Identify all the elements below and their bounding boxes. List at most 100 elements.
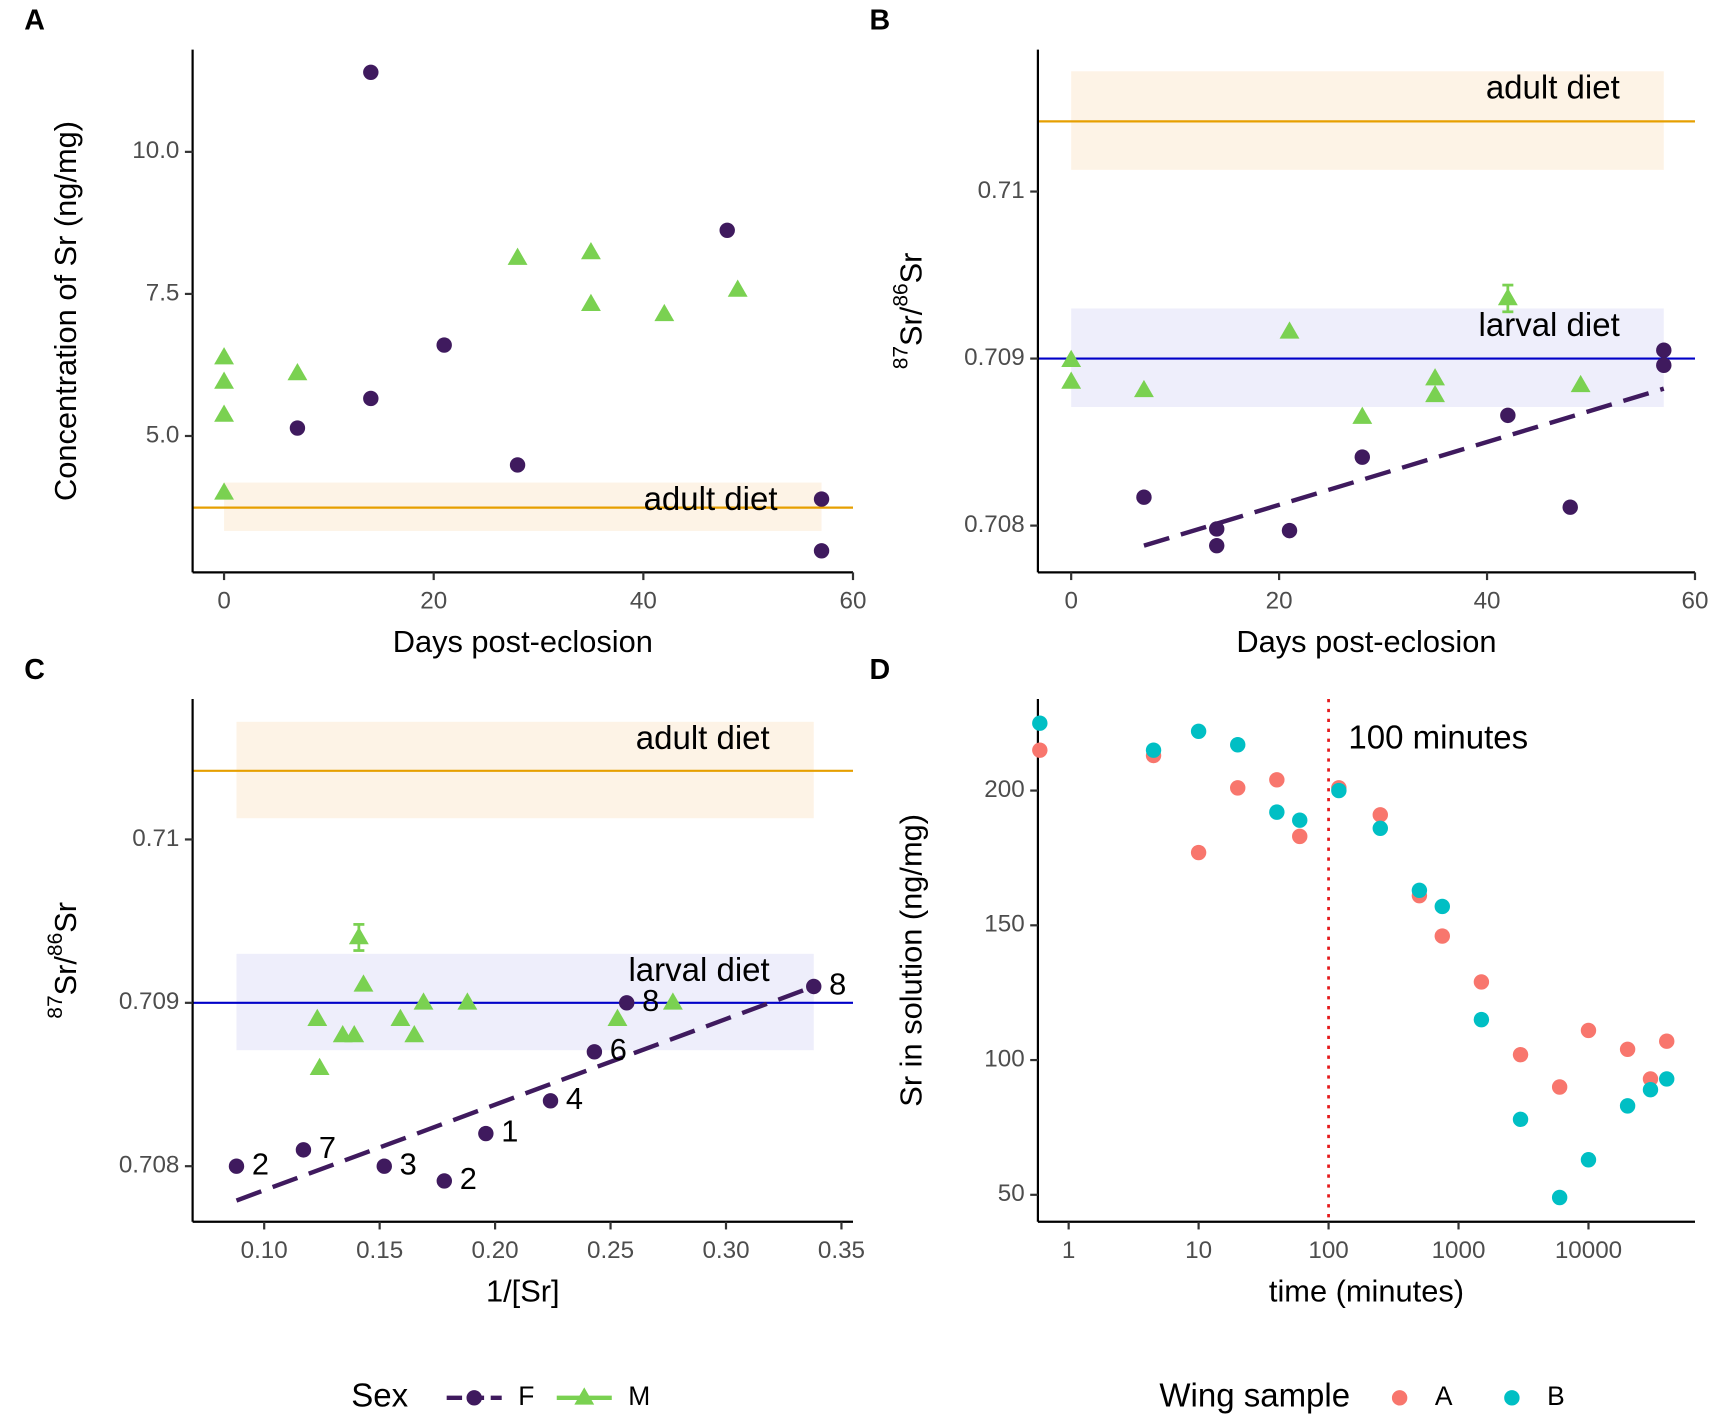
point [478,1125,494,1142]
point [1642,1081,1659,1098]
point [214,347,234,365]
point [309,1057,330,1075]
x-tick-label: 60 [840,587,867,614]
point [1230,737,1246,753]
point [1619,1098,1636,1114]
point [1061,349,1082,368]
legend-title: Wing sample [1159,1377,1350,1414]
point [1281,522,1298,539]
y-axis-title: Concentration of Sr (ng/mg) [48,121,83,501]
point-label: 3 [400,1146,417,1181]
x-tick-label: 1000 [1432,1237,1486,1264]
point [1473,974,1490,990]
point [363,390,379,407]
point [586,1044,603,1060]
point [509,457,526,473]
point [507,247,528,265]
point [228,1158,245,1174]
reference-label: larval diet [1479,306,1620,343]
point [607,1008,628,1026]
x-tick-label: 100 [1308,1237,1348,1264]
point-label: 8 [642,983,659,1018]
point [1134,379,1154,398]
x-axis-title: Days post-eclosion [1236,624,1496,659]
legend-title: Sex [351,1377,408,1414]
panel-label: C [24,654,45,686]
point [581,241,601,260]
y-axis-title-part: Sr [48,902,83,933]
x-tick-label: 20 [420,587,447,614]
point [619,995,635,1011]
point [436,337,452,353]
point [376,1158,392,1174]
point [719,222,735,238]
point [295,1142,312,1158]
point [542,1093,559,1109]
panel-label: B [870,5,891,37]
point-label: 4 [566,1081,583,1116]
x-tick-label: 0 [217,587,230,614]
point [390,1008,411,1026]
point [1269,772,1285,788]
legend-key [1504,1390,1520,1406]
y-axis-title-part: Concentration of Sr (ng/mg) [48,121,83,501]
point [344,1025,365,1043]
point [1434,898,1450,915]
legend-label: A [1435,1381,1453,1411]
point [353,974,374,992]
point [1352,406,1373,424]
reference-label: adult diet [644,480,778,517]
y-tick-label: 10.0 [132,137,179,164]
x-axis-title: time (minutes) [1269,1273,1464,1308]
y-tick-label: 0.71 [978,177,1025,204]
x-axis-title: Days post-eclosion [393,624,653,659]
point [813,543,830,559]
y-tick-label: 0.708 [119,1152,180,1179]
y-axis-title-part: 87 [890,346,913,369]
x-tick-label: 10000 [1555,1237,1622,1264]
y-axis-title-part: Sr [894,253,929,284]
y-axis-title-part: Sr/ [48,956,83,996]
y-tick-label: 0.71 [132,825,179,852]
point [1061,371,1082,389]
point [363,64,379,81]
panel-label: D [870,654,891,686]
point [1512,1046,1529,1063]
point [1425,384,1445,403]
point [1659,1071,1675,1087]
point [1642,1071,1659,1087]
y-tick-label: 0.709 [964,344,1025,371]
point [1190,844,1207,861]
point [214,482,234,500]
x-tick-label: 0.20 [472,1237,519,1264]
y-axis-title-part: Sr in solution (ng/mg) [894,814,929,1107]
point [1032,742,1048,758]
point-label: 8 [829,967,846,1002]
panel-label: A [24,5,45,37]
point [1209,521,1225,537]
legend-key [1391,1390,1408,1406]
y-axis-title: 87Sr/86Sr [890,253,929,370]
point [1619,1041,1636,1057]
x-tick-label: 60 [1682,587,1709,614]
legend-key [574,1387,595,1405]
point [1512,1111,1529,1128]
point [214,371,234,389]
x-tick-label: 0.15 [356,1237,403,1264]
reference-label: larval diet [628,951,769,988]
y-tick-label: 150 [984,911,1024,938]
y-tick-label: 100 [984,1045,1024,1072]
point [727,279,748,297]
point [1372,820,1388,837]
point [1279,321,1300,339]
point [348,927,369,945]
point [1136,489,1152,505]
point [1209,537,1225,554]
reference-label: adult diet [636,719,770,756]
point [1434,928,1450,944]
point [1354,449,1370,465]
point [214,404,234,422]
x-tick-label: 40 [630,587,657,614]
point [1331,782,1347,799]
y-tick-label: 0.708 [964,511,1025,538]
